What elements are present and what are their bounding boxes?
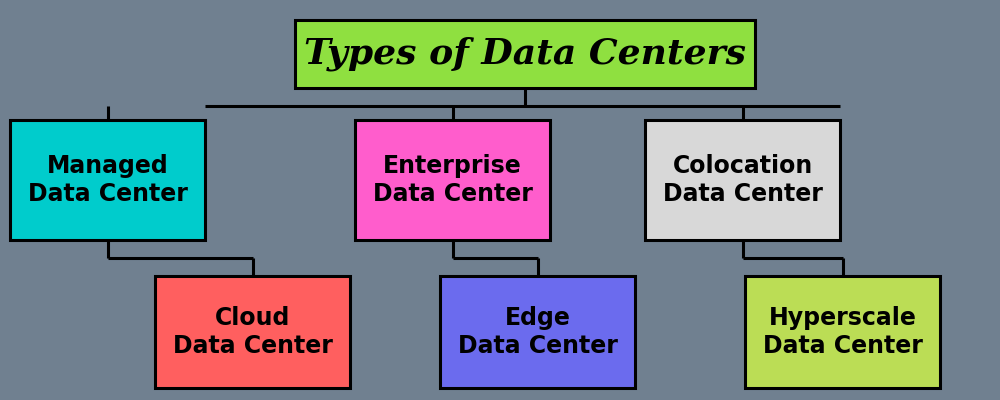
Text: Managed
Data Center: Managed Data Center bbox=[28, 154, 187, 206]
Text: Edge
Data Center: Edge Data Center bbox=[458, 306, 617, 358]
Text: Cloud
Data Center: Cloud Data Center bbox=[173, 306, 332, 358]
FancyBboxPatch shape bbox=[295, 20, 755, 88]
Text: Types of Data Centers: Types of Data Centers bbox=[304, 37, 746, 71]
Text: Hyperscale
Data Center: Hyperscale Data Center bbox=[763, 306, 922, 358]
FancyBboxPatch shape bbox=[155, 276, 350, 388]
FancyBboxPatch shape bbox=[645, 120, 840, 240]
Text: Colocation
Data Center: Colocation Data Center bbox=[663, 154, 822, 206]
FancyBboxPatch shape bbox=[10, 120, 205, 240]
FancyBboxPatch shape bbox=[355, 120, 550, 240]
FancyBboxPatch shape bbox=[745, 276, 940, 388]
FancyBboxPatch shape bbox=[440, 276, 635, 388]
Text: Enterprise
Data Center: Enterprise Data Center bbox=[373, 154, 532, 206]
